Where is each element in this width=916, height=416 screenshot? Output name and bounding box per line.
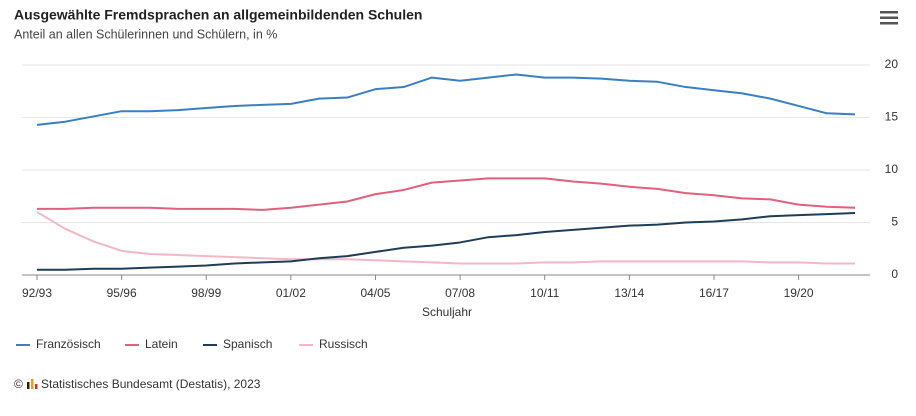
source: Statistisches Bundesamt (Destatis), 2023 [41,377,261,391]
x-tick-label: 01/02 [276,286,306,300]
chart-subtitle: Anteil an allen Schülerinnen und Schüler… [14,27,277,41]
source-logo [27,379,38,389]
x-tick-label: 95/96 [107,286,137,300]
x-tick-label: 16/17 [699,286,729,300]
line-series [37,212,856,271]
chart-title: Ausgewählte Fremdsprachen an allgemeinbi… [14,7,422,23]
x-tick-label: 92/93 [22,286,52,300]
legend-label: Spanisch [223,337,272,351]
y-tick-label: 15 [885,110,899,124]
copyright: © [14,377,23,391]
logo-bar [35,384,38,389]
legend-label: Russisch [319,337,368,351]
x-tick-label: 04/05 [360,286,390,300]
y-tick-label: 10 [885,162,899,176]
logo-bar [27,382,30,389]
y-tick-label: 20 [885,57,899,71]
menu-icon[interactable] [880,11,898,25]
y-tick-label: 5 [891,215,898,229]
menu-bar[interactable] [880,22,898,25]
x-axis-label: Schuljahr [422,305,472,319]
line-series [36,211,855,265]
x-tick-label: 98/99 [191,286,221,300]
x-tick-label: 13/14 [614,286,644,300]
legend-label: Französisch [36,337,101,351]
legend-label: Latein [145,337,178,351]
y-tick-label: 0 [891,267,898,281]
menu-bar[interactable] [880,16,898,20]
x-tick-label: 07/08 [445,286,475,300]
x-tick-label: 10/11 [530,286,559,300]
line-series [36,73,856,126]
line-series [37,177,856,211]
x-tick-label: 19/20 [784,286,814,300]
logo-bar [31,379,34,389]
menu-bar[interactable] [880,11,898,14]
